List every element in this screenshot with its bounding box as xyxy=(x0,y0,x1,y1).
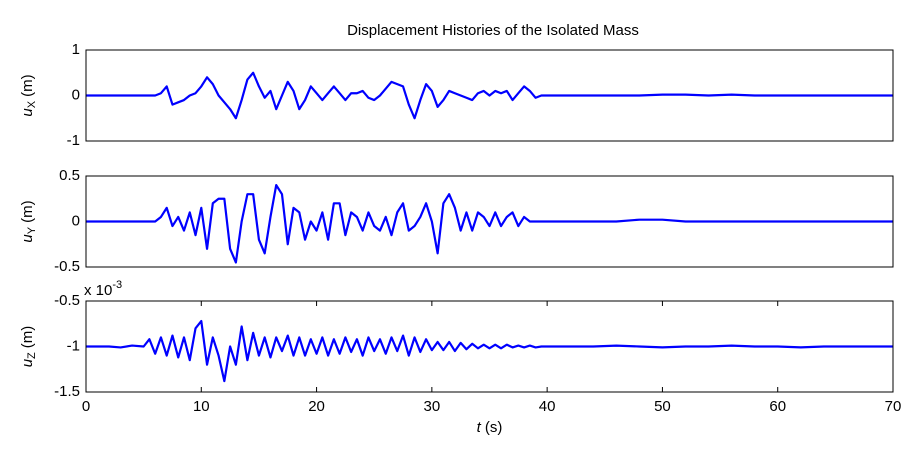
y-multiplier-exponent: -3 xyxy=(112,279,122,291)
chart-title: Displacement Histories of the Isolated M… xyxy=(347,22,639,39)
x-axis-label: t (s) xyxy=(477,419,503,436)
data-line xyxy=(86,71,893,120)
x-tick-label: 0 xyxy=(82,398,90,415)
x-tick-label: 10 xyxy=(193,398,210,415)
y-label-unit: (m) xyxy=(19,74,36,97)
y-tick-label: -1.5 xyxy=(54,383,80,400)
y-label-unit: (m) xyxy=(19,200,36,223)
x-tick-label: 30 xyxy=(424,398,441,415)
y-multiplier-base: x 10 xyxy=(84,282,112,299)
y-axis-label: uZ (m) xyxy=(19,326,38,368)
y-tick-label: -0.5 xyxy=(54,258,80,275)
plot-frame xyxy=(85,175,894,268)
x-label-unit: (s) xyxy=(485,419,503,436)
plot-frame xyxy=(85,49,894,142)
y-axis-label: uX (m) xyxy=(19,74,38,116)
x-tick-label: 20 xyxy=(308,398,325,415)
x-tick-label: 60 xyxy=(769,398,786,415)
y-label-subscript: Z xyxy=(26,352,38,359)
x-tick-label: 70 xyxy=(885,398,902,415)
y-tick-label: 1 xyxy=(72,41,80,58)
y-tick-label: 0 xyxy=(72,212,80,229)
y-label-symbol: u xyxy=(19,358,36,367)
y-label-symbol: u xyxy=(19,234,36,243)
data-line xyxy=(86,319,893,383)
x-tick-label: 50 xyxy=(654,398,671,415)
plot-frame xyxy=(85,300,894,393)
y-tick-label: -1 xyxy=(67,132,80,149)
y-label-subscript: X xyxy=(26,100,38,108)
y-tick-label: -1 xyxy=(67,337,80,354)
x-tick-label: 40 xyxy=(539,398,556,415)
y-tick-label: -0.5 xyxy=(54,292,80,309)
data-line xyxy=(86,184,893,264)
y-label-unit: (m) xyxy=(19,326,36,349)
y-multiplier: x 10-3 xyxy=(84,279,122,299)
y-tick-label: 0.5 xyxy=(59,167,80,184)
y-label-subscript: Y xyxy=(26,226,38,234)
y-label-symbol: u xyxy=(19,108,36,117)
x-label-symbol: t xyxy=(477,419,482,436)
y-tick-label: 0 xyxy=(72,86,80,103)
y-axis-label: uY (m) xyxy=(19,200,38,242)
